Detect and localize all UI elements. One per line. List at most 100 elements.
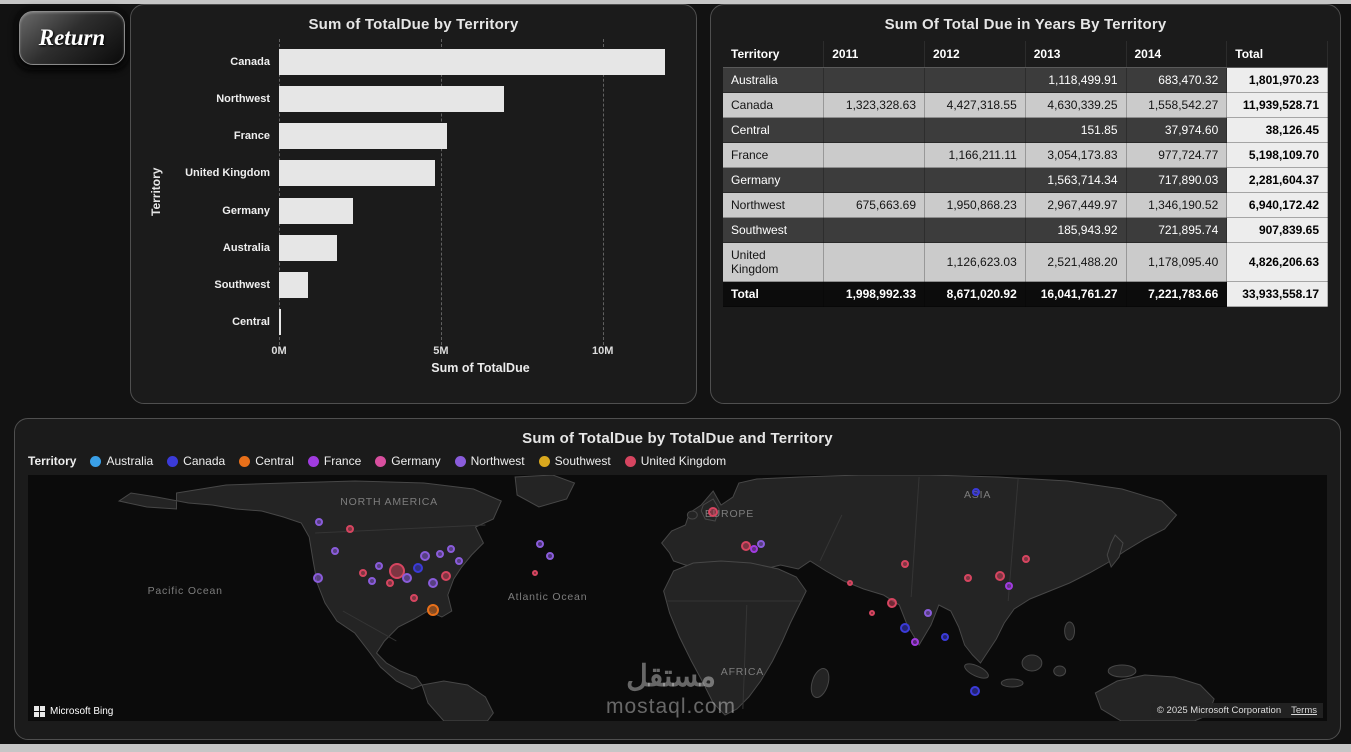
map-bubble[interactable] bbox=[911, 638, 920, 647]
matrix-cell[interactable] bbox=[924, 217, 1026, 243]
map-bubble[interactable] bbox=[455, 557, 464, 566]
map-bubble[interactable] bbox=[972, 488, 981, 497]
matrix-col-header[interactable]: 2013 bbox=[1025, 41, 1127, 68]
map-bubble[interactable] bbox=[546, 552, 555, 561]
map-bubble[interactable] bbox=[756, 539, 765, 548]
map-bubble[interactable] bbox=[312, 573, 323, 584]
matrix-cell[interactable]: 721,895.74 bbox=[1126, 217, 1228, 243]
matrix-cell[interactable]: 16,041,761.27 bbox=[1025, 281, 1127, 307]
bar-central[interactable] bbox=[279, 309, 281, 336]
matrix-cell[interactable]: Australia bbox=[723, 67, 825, 93]
legend-item-northwest[interactable]: Northwest bbox=[454, 454, 525, 468]
matrix-cell[interactable] bbox=[924, 117, 1026, 143]
map-bubble[interactable] bbox=[964, 574, 973, 583]
map-bubble[interactable] bbox=[750, 544, 759, 553]
matrix-cell[interactable]: 37,974.60 bbox=[1126, 117, 1228, 143]
legend-item-australia[interactable]: Australia bbox=[90, 454, 153, 468]
map-bubble[interactable] bbox=[427, 604, 440, 617]
legend-item-germany[interactable]: Germany bbox=[375, 454, 441, 468]
matrix-cell[interactable]: 4,427,318.55 bbox=[924, 92, 1026, 118]
matrix-cell[interactable]: France bbox=[723, 142, 825, 168]
matrix-cell[interactable]: 1,126,623.03 bbox=[924, 242, 1026, 282]
matrix-cell[interactable]: 38,126.45 bbox=[1226, 117, 1328, 143]
matrix-col-header[interactable]: 2011 bbox=[823, 41, 925, 68]
matrix-cell[interactable]: 5,198,109.70 bbox=[1226, 142, 1328, 168]
map-bubble[interactable] bbox=[969, 686, 980, 697]
legend-item-southwest[interactable]: Southwest bbox=[538, 454, 611, 468]
map-bubble[interactable] bbox=[886, 597, 897, 608]
map-bubble[interactable] bbox=[441, 570, 452, 581]
bar-southwest[interactable] bbox=[279, 272, 309, 299]
map-bubble[interactable] bbox=[900, 559, 909, 568]
matrix-cell[interactable]: 1,801,970.23 bbox=[1226, 67, 1328, 93]
matrix-col-header[interactable]: 2014 bbox=[1126, 41, 1228, 68]
matrix-cell[interactable]: United Kingdom bbox=[723, 242, 825, 282]
map-bubble[interactable] bbox=[359, 569, 368, 578]
map-bubble[interactable] bbox=[1004, 581, 1013, 590]
map-bubble[interactable] bbox=[402, 573, 413, 584]
matrix-cell[interactable]: Central bbox=[723, 117, 825, 143]
matrix-cell[interactable]: 1,178,095.40 bbox=[1126, 242, 1228, 282]
map-bubble[interactable] bbox=[869, 609, 876, 616]
matrix-cell[interactable]: Southwest bbox=[723, 217, 825, 243]
map-bubble[interactable] bbox=[1021, 554, 1030, 563]
matrix-cell[interactable]: 6,940,172.42 bbox=[1226, 192, 1328, 218]
matrix-cell[interactable]: Germany bbox=[723, 167, 825, 193]
matrix-cell[interactable]: 3,054,173.83 bbox=[1025, 142, 1127, 168]
matrix-cell[interactable]: 7,221,783.66 bbox=[1126, 281, 1228, 307]
bar-australia[interactable] bbox=[279, 234, 338, 261]
matrix-cell[interactable]: Canada bbox=[723, 92, 825, 118]
map-bubble[interactable] bbox=[374, 562, 383, 571]
bar-germany[interactable] bbox=[279, 197, 353, 224]
legend-item-central[interactable]: Central bbox=[239, 454, 294, 468]
bar-france[interactable] bbox=[279, 123, 448, 150]
terms-link[interactable]: Terms bbox=[1291, 705, 1317, 716]
matrix-cell[interactable]: 4,826,206.63 bbox=[1226, 242, 1328, 282]
matrix-cell[interactable]: 1,563,714.34 bbox=[1025, 167, 1127, 193]
matrix-cell[interactable]: 185,943.92 bbox=[1025, 217, 1127, 243]
matrix-cell[interactable]: 717,890.03 bbox=[1126, 167, 1228, 193]
matrix-cell[interactable]: 1,346,190.52 bbox=[1126, 192, 1228, 218]
matrix-cell[interactable]: 4,630,339.25 bbox=[1025, 92, 1127, 118]
map-bubble[interactable] bbox=[388, 562, 405, 579]
matrix-cell[interactable] bbox=[823, 142, 925, 168]
matrix-cell[interactable] bbox=[823, 217, 925, 243]
legend-item-united-kingdom[interactable]: United Kingdom bbox=[624, 454, 726, 468]
map-bubble[interactable] bbox=[386, 579, 395, 588]
matrix-cell[interactable] bbox=[823, 67, 925, 93]
matrix-cell[interactable]: 8,671,020.92 bbox=[924, 281, 1026, 307]
return-button[interactable]: Return bbox=[19, 11, 125, 65]
map-bubble[interactable] bbox=[531, 570, 538, 577]
map-bubble[interactable] bbox=[420, 551, 431, 562]
map-bubble[interactable] bbox=[941, 633, 950, 642]
matrix-cell[interactable]: 2,521,488.20 bbox=[1025, 242, 1127, 282]
matrix-col-header[interactable]: Total bbox=[1226, 41, 1328, 68]
map-bubble[interactable] bbox=[314, 517, 323, 526]
map-bubble[interactable] bbox=[535, 539, 544, 548]
legend-item-canada[interactable]: Canada bbox=[167, 454, 225, 468]
matrix-cell[interactable]: Northwest bbox=[723, 192, 825, 218]
matrix-cell[interactable]: 151.85 bbox=[1025, 117, 1127, 143]
matrix-cell[interactable] bbox=[924, 167, 1026, 193]
legend-item-france[interactable]: France bbox=[307, 454, 361, 468]
map-bubble[interactable] bbox=[924, 608, 933, 617]
matrix-cell[interactable]: 683,470.32 bbox=[1126, 67, 1228, 93]
matrix-col-header[interactable]: Territory bbox=[723, 41, 825, 68]
matrix-cell[interactable]: 2,281,604.37 bbox=[1226, 167, 1328, 193]
matrix-cell[interactable]: 1,166,211.11 bbox=[924, 142, 1026, 168]
map-bubble[interactable] bbox=[847, 580, 854, 587]
bar-united-kingdom[interactable] bbox=[279, 160, 436, 187]
map-bubble[interactable] bbox=[428, 578, 439, 589]
map-bubble[interactable] bbox=[346, 525, 355, 534]
map-bubble[interactable] bbox=[435, 549, 444, 558]
map-bubble[interactable] bbox=[994, 570, 1005, 581]
map-bubble[interactable] bbox=[412, 563, 423, 574]
matrix-col-header[interactable]: 2012 bbox=[924, 41, 1026, 68]
matrix-cell[interactable]: 1,950,868.23 bbox=[924, 192, 1026, 218]
matrix-cell[interactable]: 11,939,528.71 bbox=[1226, 92, 1328, 118]
matrix-cell[interactable]: 1,558,542.27 bbox=[1126, 92, 1228, 118]
matrix-cell[interactable] bbox=[823, 167, 925, 193]
matrix-cell[interactable]: Total bbox=[723, 281, 825, 307]
map-bubble[interactable] bbox=[707, 506, 718, 517]
matrix-cell[interactable]: 1,118,499.91 bbox=[1025, 67, 1127, 93]
